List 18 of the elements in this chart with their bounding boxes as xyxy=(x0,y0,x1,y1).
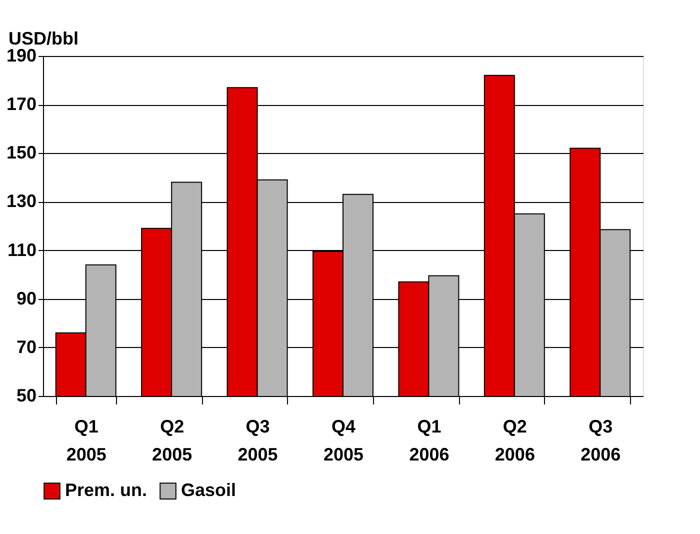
x-tick-label: Q2 2005 xyxy=(152,416,192,464)
y-tick-label: 170 xyxy=(6,94,36,114)
y-tick-label: 110 xyxy=(7,240,36,260)
y-tick-label: 50 xyxy=(16,386,36,406)
x-tick-label: Q3 2006 xyxy=(580,416,621,464)
x-tick-label: Q2 2006 xyxy=(494,416,535,464)
y-tick-label: 190 xyxy=(6,46,36,66)
legend-label: Gasoil xyxy=(181,480,236,500)
y-tick-label: 90 xyxy=(16,288,36,308)
x-tick-label: Q3 2005 xyxy=(238,416,278,464)
y-tick-label: 130 xyxy=(6,191,36,212)
y-tick-label: 70 xyxy=(16,336,36,357)
y-tick-label: 150 xyxy=(6,142,36,163)
x-tick-label: Q4 2005 xyxy=(323,416,364,464)
x-tick-label: Q1 2005 xyxy=(66,416,106,464)
legend-label: Prem. un. xyxy=(65,480,148,500)
x-tick-label: Q1 2006 xyxy=(409,416,450,464)
y-axis-title: USD/bbl xyxy=(8,28,78,48)
